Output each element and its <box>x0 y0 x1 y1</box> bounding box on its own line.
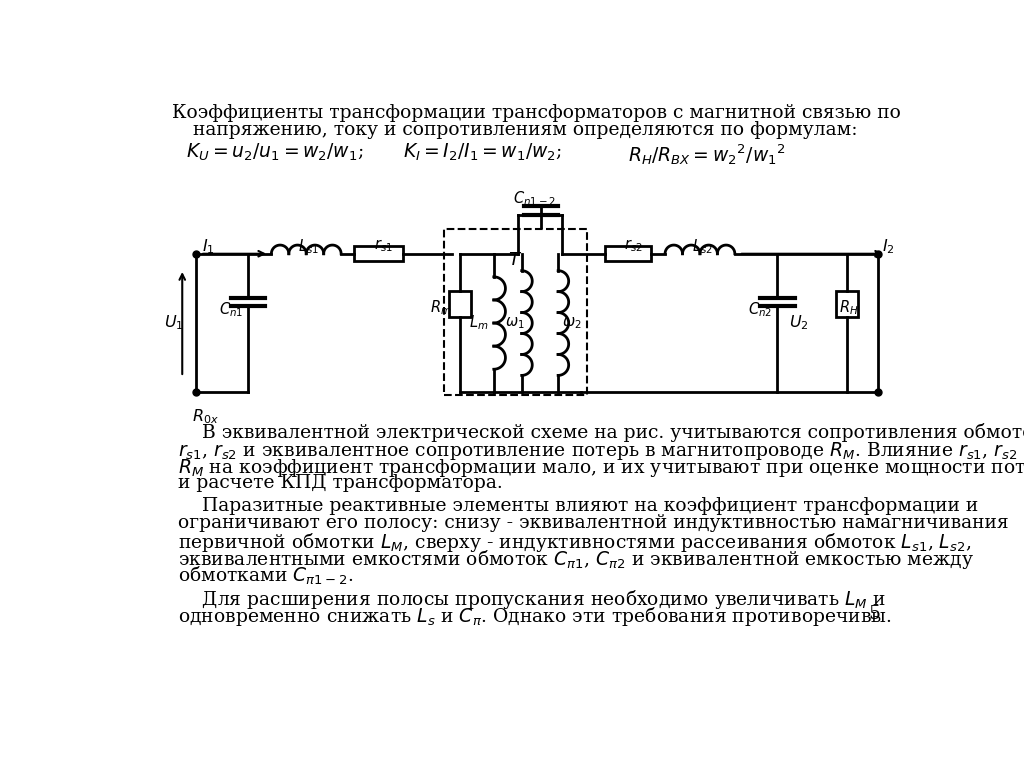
Text: $K_U{=}u_2/u_1{=}w_2/w_1$;: $K_U{=}u_2/u_1{=}w_2/w_1$; <box>186 142 364 163</box>
Text: В эквивалентной электрической схеме на рис. учитываются сопротивления обмоток: В эквивалентной электрической схеме на р… <box>178 423 1024 442</box>
Bar <box>354 246 403 262</box>
Text: Для расширения полосы пропускания необходимо увеличивать $L_M$ и: Для расширения полосы пропускания необхо… <box>178 588 887 611</box>
Text: $C_{n1}$: $C_{n1}$ <box>219 300 243 318</box>
Text: одновременно снижать $L_s$ и $C_\pi$. Однако эти требования противоречивы.: одновременно снижать $L_s$ и $C_\pi$. Од… <box>178 605 892 628</box>
Text: $I_1$: $I_1$ <box>203 237 215 255</box>
Text: Паразитные реактивные элементы влияют на коэффициент трансформации и: Паразитные реактивные элементы влияют на… <box>178 497 979 515</box>
Text: первичной обмотки $L_M$, сверху - индуктивностями рассеивания обмоток $L_{s1}$, : первичной обмотки $L_M$, сверху - индукт… <box>178 531 972 554</box>
Text: $R_H$: $R_H$ <box>840 298 859 317</box>
Text: $\omega_1$: $\omega_1$ <box>505 315 524 331</box>
Text: $T$: $T$ <box>508 251 522 268</box>
Text: $r_{s1}$: $r_{s1}$ <box>375 237 393 254</box>
Bar <box>837 291 858 317</box>
Text: $R_{0x}$: $R_{0x}$ <box>193 408 219 426</box>
Text: $K_I{=}I_2/I_1{=}w_1/w_2$;: $K_I{=}I_2/I_1{=}w_1/w_2$; <box>403 142 562 163</box>
Text: $r_{s1}$, $r_{s2}$ и эквивалентное сопротивление потерь в магнитопроводе $R_M$. : $r_{s1}$, $r_{s2}$ и эквивалентное сопро… <box>178 440 1024 462</box>
Text: Коэффициенты трансформации трансформаторов с магнитной связью по: Коэффициенты трансформации трансформатор… <box>148 104 901 122</box>
Text: обмотками $C_{\pi1-2}$.: обмотками $C_{\pi1-2}$. <box>178 565 353 587</box>
Text: $C_{n2}$: $C_{n2}$ <box>748 300 772 318</box>
Text: $I_2$: $I_2$ <box>882 237 895 255</box>
Text: $U_1$: $U_1$ <box>164 314 183 332</box>
Text: напряжению, току и сопротивлениям определяются по формулам:: напряжению, току и сопротивлениям опреде… <box>193 120 857 139</box>
Text: $R_m$: $R_m$ <box>430 298 452 317</box>
Text: $R_M$ на коэффициент трансформации мало, и их учитывают при оценке мощности поте: $R_M$ на коэффициент трансформации мало,… <box>178 457 1024 479</box>
Text: $C_{n1-2}$: $C_{n1-2}$ <box>513 189 556 208</box>
Text: $L_{s1}$: $L_{s1}$ <box>299 237 319 255</box>
Text: эквивалентными емкостями обмоток $C_{\pi1}$, $C_{\pi2}$ и эквивалентной емкостью: эквивалентными емкостями обмоток $C_{\pi… <box>178 548 975 571</box>
Text: ограничивают его полосу: снизу - эквивалентной индуктивностью намагничивания: ограничивают его полосу: снизу - эквивал… <box>178 514 1009 532</box>
Bar <box>449 291 471 317</box>
Text: $L_m$: $L_m$ <box>469 314 488 332</box>
Bar <box>444 229 587 395</box>
Text: $R_H/R_{BX}{=}w_2{}^2/w_1{}^2$: $R_H/R_{BX}{=}w_2{}^2/w_1{}^2$ <box>628 142 785 167</box>
Text: и расчете КПД трансформатора.: и расчете КПД трансформатора. <box>178 474 503 492</box>
Bar <box>604 246 651 262</box>
Text: $\omega_2$: $\omega_2$ <box>562 315 582 331</box>
Text: $U_2$: $U_2$ <box>790 314 809 332</box>
Text: $r_{s2}$: $r_{s2}$ <box>624 237 643 254</box>
Text: $L_{s2}$: $L_{s2}$ <box>692 237 713 255</box>
Text: 5: 5 <box>868 605 880 623</box>
